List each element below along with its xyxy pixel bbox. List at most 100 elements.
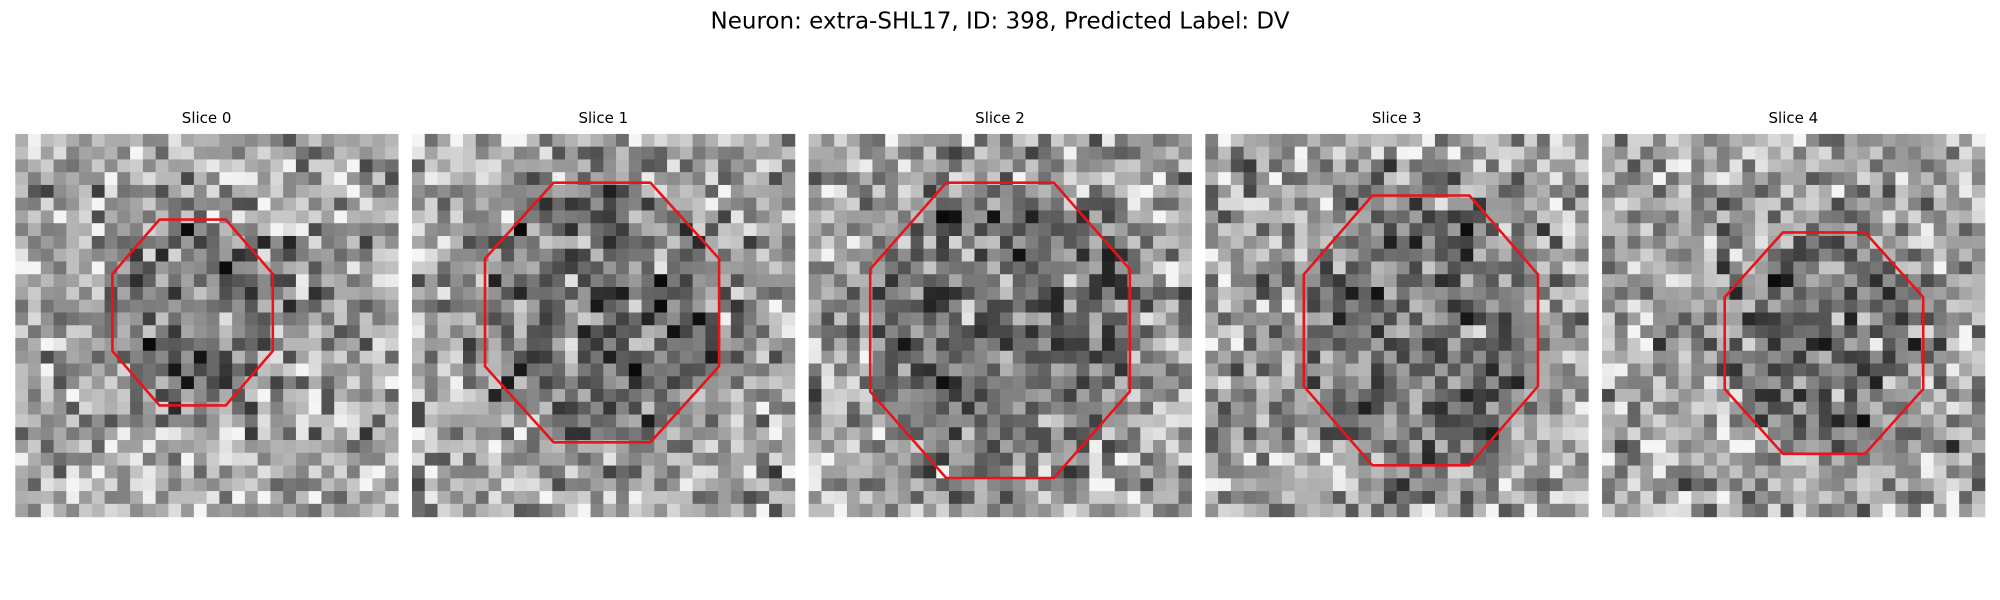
pixel xyxy=(872,261,886,275)
pixel xyxy=(616,197,630,212)
pixel xyxy=(411,491,426,505)
pixel xyxy=(821,312,835,326)
pixel xyxy=(1320,197,1334,212)
pixel xyxy=(1485,452,1500,467)
pixel xyxy=(257,478,272,492)
pixel xyxy=(1729,286,1743,301)
pixel xyxy=(1806,274,1820,288)
pixel xyxy=(66,286,80,301)
pixel xyxy=(1767,414,1782,428)
pixel xyxy=(1511,338,1525,352)
pixel xyxy=(1857,210,1871,224)
pixel xyxy=(1536,210,1551,224)
pixel xyxy=(206,286,220,301)
pixel xyxy=(1012,197,1027,212)
pixel xyxy=(270,414,284,428)
pixel xyxy=(295,286,310,301)
pixel xyxy=(1281,248,1296,263)
pixel xyxy=(1012,286,1027,301)
pixel xyxy=(514,197,528,212)
pixel xyxy=(526,338,541,352)
pixel xyxy=(885,338,899,352)
pixel xyxy=(539,159,553,173)
pixel xyxy=(437,184,451,199)
pixel xyxy=(1524,286,1538,301)
pixel xyxy=(1524,210,1538,224)
pixel xyxy=(1614,210,1629,224)
pixel xyxy=(1345,172,1360,186)
pixel xyxy=(1818,172,1833,186)
pixel xyxy=(181,465,195,479)
pixel xyxy=(244,197,259,212)
pixel xyxy=(872,414,886,428)
pixel xyxy=(1575,414,1589,428)
pixel xyxy=(872,350,886,365)
pixel xyxy=(539,389,553,403)
pixel xyxy=(1485,312,1500,326)
pixel xyxy=(1000,338,1014,352)
pixel xyxy=(1000,440,1014,454)
pixel xyxy=(1678,414,1692,428)
pixel xyxy=(514,248,528,263)
pixel xyxy=(475,427,490,441)
pixel xyxy=(385,465,399,479)
pixel xyxy=(654,223,668,237)
pixel xyxy=(1844,440,1858,454)
pixel xyxy=(359,184,374,199)
pixel xyxy=(897,465,912,479)
pixel xyxy=(1230,363,1245,377)
pixel xyxy=(295,248,310,263)
pixel xyxy=(475,235,490,250)
pixel xyxy=(450,274,464,288)
pixel xyxy=(1383,159,1398,173)
pixel xyxy=(181,210,195,224)
pixel xyxy=(1562,401,1576,416)
pixel xyxy=(705,363,719,377)
pixel xyxy=(1653,274,1667,288)
pixel xyxy=(1844,312,1858,326)
pixel xyxy=(1140,325,1154,339)
pixel xyxy=(526,223,541,237)
pixel xyxy=(1230,491,1245,505)
pixel xyxy=(654,414,668,428)
pixel xyxy=(718,338,732,352)
pixel xyxy=(1742,210,1756,224)
pixel xyxy=(40,338,55,352)
pixel xyxy=(1793,133,1807,148)
pixel xyxy=(1320,338,1334,352)
pixel xyxy=(117,235,131,250)
pixel xyxy=(1882,159,1897,173)
pixel xyxy=(923,389,937,403)
pixel xyxy=(756,248,770,263)
pixel xyxy=(885,414,899,428)
pixel xyxy=(1230,146,1245,161)
pixel xyxy=(781,503,796,518)
pixel xyxy=(910,286,925,301)
pixel xyxy=(1409,465,1423,479)
pixel xyxy=(1729,478,1743,492)
pixel xyxy=(53,427,67,441)
pixel xyxy=(1665,401,1680,416)
pixel xyxy=(1063,363,1078,377)
pixel xyxy=(104,363,118,377)
pixel xyxy=(1218,376,1232,390)
pixel xyxy=(1959,235,1973,250)
pixel xyxy=(142,299,157,314)
pixel xyxy=(1063,261,1078,275)
pixel xyxy=(1371,363,1385,377)
pixel xyxy=(1447,172,1462,186)
pixel xyxy=(142,159,157,173)
pixel xyxy=(1602,274,1616,288)
pixel xyxy=(1218,286,1232,301)
pixel xyxy=(1831,491,1845,505)
pixel xyxy=(1562,159,1576,173)
pixel xyxy=(1102,210,1116,224)
pixel xyxy=(718,363,732,377)
pixel xyxy=(1038,261,1052,275)
pixel xyxy=(1818,478,1833,492)
pixel xyxy=(526,184,541,199)
pixel xyxy=(808,478,823,492)
pixel xyxy=(1640,159,1654,173)
pixel xyxy=(501,235,515,250)
pixel xyxy=(1485,133,1500,148)
